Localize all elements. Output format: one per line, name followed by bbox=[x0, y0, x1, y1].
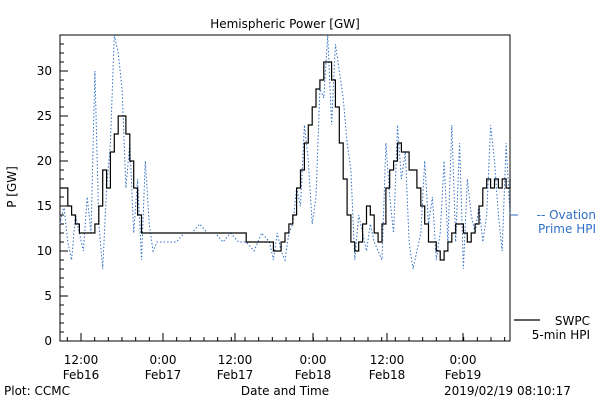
y-tick-label: 25 bbox=[37, 109, 52, 123]
chart-title: Hemispheric Power [GW] bbox=[210, 17, 360, 31]
x-tick-date: Feb16 bbox=[63, 368, 100, 382]
y-axis-ticks: 0 5 10 15 20 25 30 bbox=[37, 43, 68, 348]
series-line-swpc bbox=[60, 61, 511, 261]
y-tick-label: 30 bbox=[37, 64, 52, 78]
legend-label-ovation: -- Ovation bbox=[537, 208, 596, 222]
y-tick-label: 0 bbox=[44, 334, 52, 348]
x-axis-ticks: 12:00Feb160:00Feb1712:00Feb170:00Feb1812… bbox=[63, 333, 506, 382]
y-axis-label: P [GW] bbox=[5, 166, 19, 208]
series-layer bbox=[59, 34, 511, 270]
y-tick-label: 15 bbox=[37, 199, 52, 213]
y-tick-label: 5 bbox=[44, 289, 52, 303]
series-line-ovation bbox=[59, 34, 511, 270]
x-tick-date: Feb18 bbox=[295, 368, 332, 382]
x-tick-time: 0:00 bbox=[150, 353, 177, 367]
x-tick-date: Feb17 bbox=[217, 368, 254, 382]
x-tick-time: 12:00 bbox=[218, 353, 253, 367]
x-tick-time: 12:00 bbox=[370, 353, 405, 367]
plot-credit: Plot: CCMC bbox=[4, 384, 70, 398]
x-tick-time: 0:00 bbox=[450, 353, 477, 367]
plot-timestamp: 2019/02/19 08:10:17 bbox=[444, 384, 571, 398]
x-tick-time: 12:00 bbox=[64, 353, 99, 367]
legend-label-ovation: Prime HPI bbox=[538, 222, 596, 236]
x-tick-date: Feb18 bbox=[369, 368, 406, 382]
y-tick-label: 20 bbox=[37, 154, 52, 168]
x-tick-time: 0:00 bbox=[300, 353, 327, 367]
legend-label-swpc: 5-min HPI bbox=[532, 328, 590, 342]
legend-label-swpc: SWPC bbox=[555, 314, 590, 328]
x-tick-date: Feb19 bbox=[445, 368, 482, 382]
y-tick-label: 10 bbox=[37, 244, 52, 258]
x-tick-date: Feb17 bbox=[145, 368, 182, 382]
x-axis-label: Date and Time bbox=[241, 384, 329, 398]
